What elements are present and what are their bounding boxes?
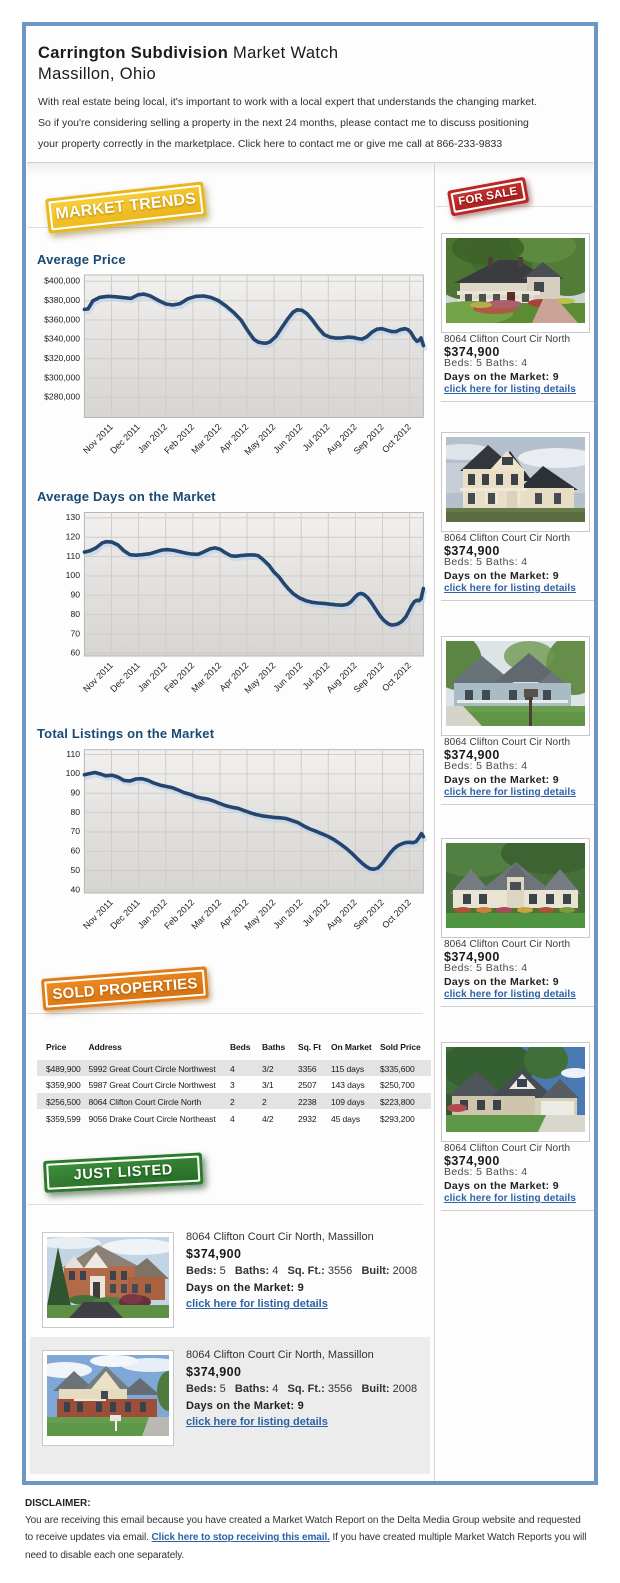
svg-text:$300,000: $300,000 <box>44 372 80 382</box>
svg-text:Dec 2011: Dec 2011 <box>108 897 142 931</box>
svg-text:$400,000: $400,000 <box>44 276 80 286</box>
svg-text:80: 80 <box>70 807 80 817</box>
svg-text:$280,000: $280,000 <box>44 392 80 402</box>
svg-text:110: 110 <box>66 749 80 759</box>
svg-text:$380,000: $380,000 <box>44 295 80 305</box>
svg-text:40: 40 <box>70 884 80 894</box>
svg-text:Dec 2011: Dec 2011 <box>108 660 142 694</box>
svg-text:60: 60 <box>70 845 80 855</box>
svg-text:120: 120 <box>66 531 81 541</box>
svg-text:100: 100 <box>66 768 81 778</box>
svg-text:Oct 2012: Oct 2012 <box>380 660 413 693</box>
svg-text:Dec 2011: Dec 2011 <box>108 422 142 456</box>
svg-text:60: 60 <box>70 648 80 658</box>
svg-text:Oct 2012: Oct 2012 <box>380 897 413 930</box>
svg-text:Jun 2012: Jun 2012 <box>271 897 304 930</box>
svg-text:90: 90 <box>70 590 80 600</box>
svg-text:110: 110 <box>66 551 80 561</box>
svg-text:$360,000: $360,000 <box>44 314 80 324</box>
svg-text:$320,000: $320,000 <box>44 353 80 363</box>
svg-text:Jun 2012: Jun 2012 <box>271 422 304 455</box>
svg-text:Mar 2012: Mar 2012 <box>189 422 223 456</box>
svg-text:130: 130 <box>66 512 81 522</box>
svg-text:70: 70 <box>70 826 80 836</box>
svg-text:100: 100 <box>66 570 81 580</box>
svg-text:90: 90 <box>70 787 80 797</box>
svg-text:Oct 2012: Oct 2012 <box>380 422 413 455</box>
svg-text:80: 80 <box>70 609 80 619</box>
svg-text:$340,000: $340,000 <box>44 334 80 344</box>
svg-text:70: 70 <box>70 628 80 638</box>
svg-text:Mar 2012: Mar 2012 <box>189 897 223 931</box>
svg-text:50: 50 <box>70 865 80 875</box>
svg-text:Jun 2012: Jun 2012 <box>271 660 304 693</box>
svg-text:Mar 2012: Mar 2012 <box>189 660 223 694</box>
